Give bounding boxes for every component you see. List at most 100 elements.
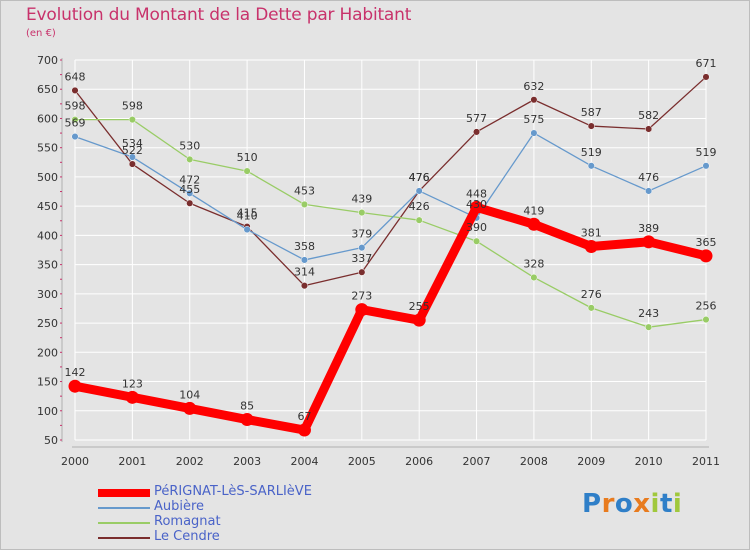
series-0-data-label: 381 (581, 226, 602, 239)
logo-letter: i (672, 489, 683, 519)
series-1-point (71, 133, 79, 141)
series-3-point (530, 96, 538, 104)
y-tick-label: 650 (37, 83, 58, 96)
series-0-data-label: 389 (638, 222, 659, 235)
series-0-point (125, 390, 139, 404)
series-0-data-label: 448 (466, 187, 487, 200)
series-3-data-label: 314 (294, 266, 315, 279)
series-2-line (74, 118, 707, 328)
series-0-point (527, 217, 541, 231)
y-tick-label: 450 (37, 200, 58, 213)
legend-swatch-aubiere (98, 507, 150, 509)
x-tick-label: 2007 (463, 455, 491, 468)
plot-area (75, 60, 706, 440)
series-2-point (300, 200, 309, 208)
series-0-data-label: 273 (351, 290, 372, 303)
series-0-data-label: 142 (65, 366, 86, 379)
series-1-data-label: 430 (466, 198, 487, 211)
series-3-point (472, 128, 481, 136)
series-3-point (300, 282, 309, 290)
series-2-point (702, 316, 710, 324)
x-tick-label: 2004 (290, 455, 318, 468)
proxiti-logo: Proxiti (582, 489, 682, 519)
x-tick-label: 2003 (233, 455, 261, 468)
series-0-data-label: 123 (122, 377, 143, 390)
series-2-point (358, 209, 366, 217)
series-2-point (645, 323, 653, 331)
series-3-data-label: 648 (65, 70, 86, 83)
y-tick-label: 300 (37, 288, 58, 301)
y-tick-label: 350 (37, 259, 58, 272)
logo-letter: x (633, 489, 651, 519)
legend-swatch-romagnat (98, 522, 150, 524)
series-0-point (412, 313, 426, 327)
series-1-data-label: 519 (581, 146, 602, 159)
series-3-point (645, 125, 653, 133)
series-3-data-label: 577 (466, 112, 487, 125)
series-3-data-label: 455 (179, 183, 200, 196)
y-tick-label: 250 (37, 317, 58, 330)
series-1-data-label: 534 (122, 137, 143, 150)
legend-swatch-le-cendre (98, 537, 150, 539)
series-2-data-label: 426 (409, 200, 430, 213)
y-tick-label: 500 (37, 171, 58, 184)
series-3-data-label: 582 (638, 109, 659, 122)
y-tick-label: 150 (37, 376, 58, 389)
series-0-point (699, 249, 713, 263)
x-tick-label: 2008 (520, 455, 548, 468)
series-2-point (186, 155, 194, 163)
series-2-data-label: 530 (179, 139, 200, 152)
logo-letter: i (650, 489, 660, 519)
logo-letter: r (601, 489, 615, 519)
series-2-data-label: 328 (523, 257, 544, 270)
series-1-line (74, 132, 707, 261)
series-1-point (587, 162, 595, 170)
series-1-point (128, 153, 136, 161)
series-3-data-label: 632 (523, 80, 544, 93)
series-3-point (128, 160, 136, 168)
y-tick-label: 200 (37, 346, 58, 359)
chart-subtitle: (en €) (26, 28, 56, 39)
series-1-data-label: 379 (351, 228, 372, 241)
series-2-data-label: 276 (581, 288, 602, 301)
series-3-point (587, 122, 595, 130)
logo-letter: t (659, 489, 673, 519)
series-2-data-label: 243 (638, 307, 659, 320)
series-2-point (587, 304, 595, 312)
series-1-point (645, 187, 653, 195)
series-2-data-label: 256 (696, 300, 717, 313)
series-1-point (358, 244, 366, 252)
series-2-point (530, 273, 538, 282)
series-2-point (71, 116, 79, 124)
series-0-data-label: 85 (240, 400, 254, 413)
series-1-data-label: 410 (237, 210, 258, 223)
legend-label-le-cendre: Le Cendre (154, 529, 220, 544)
series-2-data-label: 453 (294, 184, 315, 197)
series-3-data-label: 522 (122, 144, 143, 157)
y-tick-label: 100 (37, 405, 58, 418)
series-0-point (355, 303, 369, 317)
x-tick-label: 2009 (577, 455, 605, 468)
x-tick-label: 2011 (692, 455, 720, 468)
series-1-point (530, 129, 538, 137)
series-1-data-label: 519 (696, 146, 717, 159)
series-1-point (243, 225, 251, 234)
series-0-point (68, 379, 82, 393)
series-2-data-label: 510 (237, 151, 258, 164)
series-2-point (128, 116, 136, 124)
series-1-point (300, 256, 309, 264)
y-tick-label: 50 (44, 434, 58, 447)
legend-label-perignat: PéRIGNAT-LèS-SARLIèVE (154, 484, 312, 499)
series-0-point (642, 235, 656, 249)
x-tick-label: 2010 (635, 455, 663, 468)
series-3-data-label: 587 (581, 106, 602, 119)
series-1-data-label: 476 (409, 171, 430, 184)
series-2-point (243, 167, 251, 175)
y-tick-label: 700 (37, 54, 58, 67)
series-0-point (470, 200, 484, 214)
series-3-point (186, 199, 194, 207)
series-3-point (702, 73, 710, 81)
series-0-data-label: 255 (409, 300, 430, 313)
legend-label-romagnat: Romagnat (154, 514, 221, 529)
series-1-data-label: 358 (294, 240, 315, 253)
